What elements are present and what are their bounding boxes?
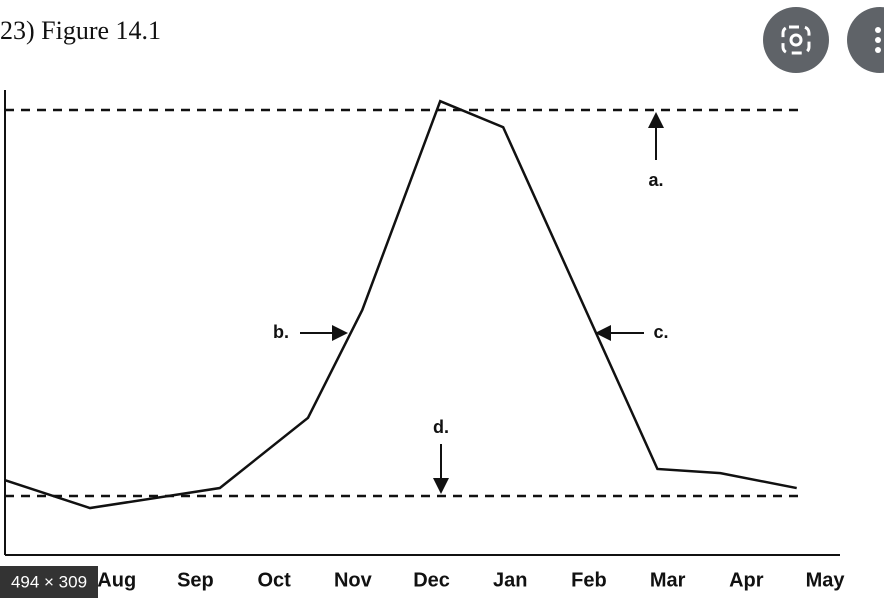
lens-circle[interactable] — [763, 7, 829, 73]
x-tick-label: Oct — [257, 569, 291, 591]
lens-frame — [781, 25, 811, 55]
dot — [875, 27, 881, 33]
x-tick-label: Jan — [493, 569, 527, 591]
annotation: b. — [273, 322, 289, 342]
x-tick-label: Dec — [413, 569, 450, 591]
annotation: d. — [433, 417, 449, 437]
dot — [875, 47, 881, 53]
x-tick-label: Apr — [729, 569, 764, 591]
annotation: a. — [648, 170, 663, 190]
badge-bg — [0, 566, 98, 598]
x-tick-label: Sep — [177, 569, 214, 591]
dot — [875, 37, 881, 43]
x-tick-label: Feb — [571, 569, 607, 591]
annotation: c. — [653, 322, 668, 342]
lens-button[interactable] — [763, 7, 829, 73]
lens-dot — [789, 33, 803, 47]
x-tick-label: Aug — [97, 569, 136, 591]
data-line — [4, 99, 797, 510]
x-tick-label: Mar — [650, 569, 686, 591]
x-tick-label: May — [806, 569, 846, 591]
figure-title: 23) Figure 14.1 — [0, 16, 161, 45]
plot: JulAugSepOctNovDecJanFebMarAprMaya.b.c.d… — [4, 99, 846, 591]
more-button[interactable] — [847, 7, 884, 73]
x-tick-label: Nov — [334, 569, 373, 591]
more-circle[interactable] — [847, 7, 884, 73]
size-badge: 494 × 309 — [11, 572, 87, 591]
